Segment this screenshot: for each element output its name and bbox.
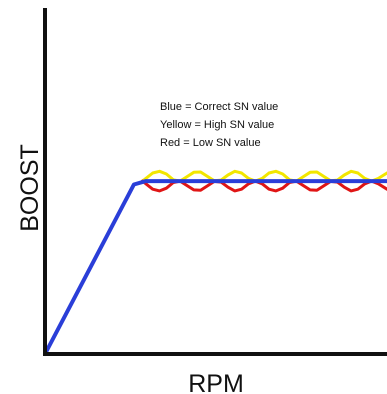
series-layer xyxy=(43,169,387,356)
legend-entry-blue: Blue = Correct SN value xyxy=(160,101,278,113)
x-axis-label: RPM xyxy=(188,370,244,394)
legend-entry-red: Red = Low SN value xyxy=(160,137,261,149)
series-line-blue xyxy=(43,179,387,356)
legend: Blue = Correct SN value Yellow = High SN… xyxy=(160,101,278,149)
y-axis-label: BOOST xyxy=(16,144,44,232)
legend-entry-yellow: Yellow = High SN value xyxy=(160,119,274,131)
